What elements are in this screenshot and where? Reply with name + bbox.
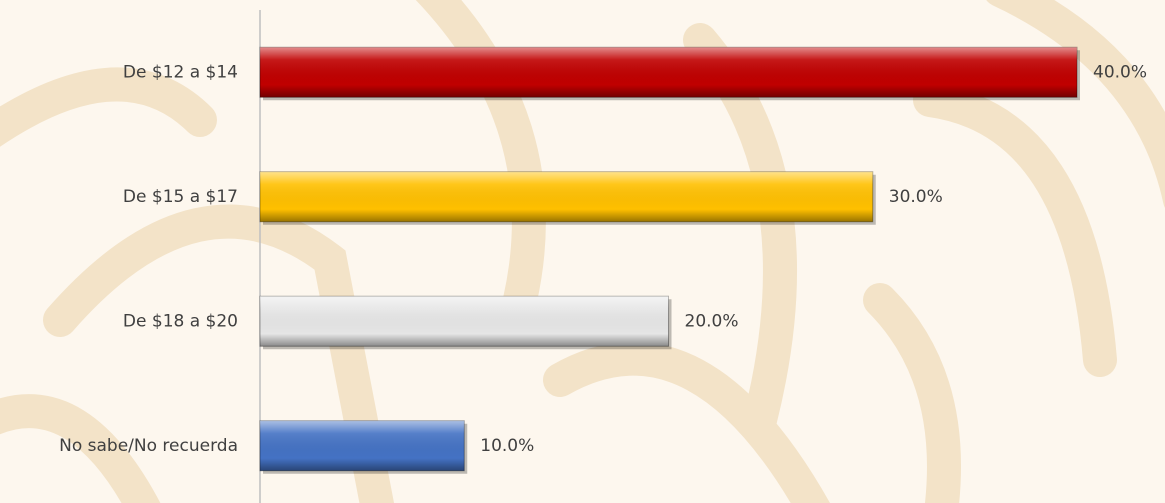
bar-shade <box>260 171 873 222</box>
value-label: 40.0% <box>1093 62 1147 82</box>
value-label: 30.0% <box>889 187 943 207</box>
value-label: 20.0% <box>685 311 739 331</box>
category-label: De $18 a $20 <box>123 311 238 331</box>
bar-shade <box>260 420 465 471</box>
category-label: De $12 a $14 <box>123 62 238 82</box>
bar-shade <box>260 47 1077 98</box>
value-label: 10.0% <box>480 436 534 456</box>
category-label: No sabe/No recuerda <box>59 436 238 456</box>
bar-shade <box>260 296 669 347</box>
category-label: De $15 a $17 <box>123 187 238 207</box>
